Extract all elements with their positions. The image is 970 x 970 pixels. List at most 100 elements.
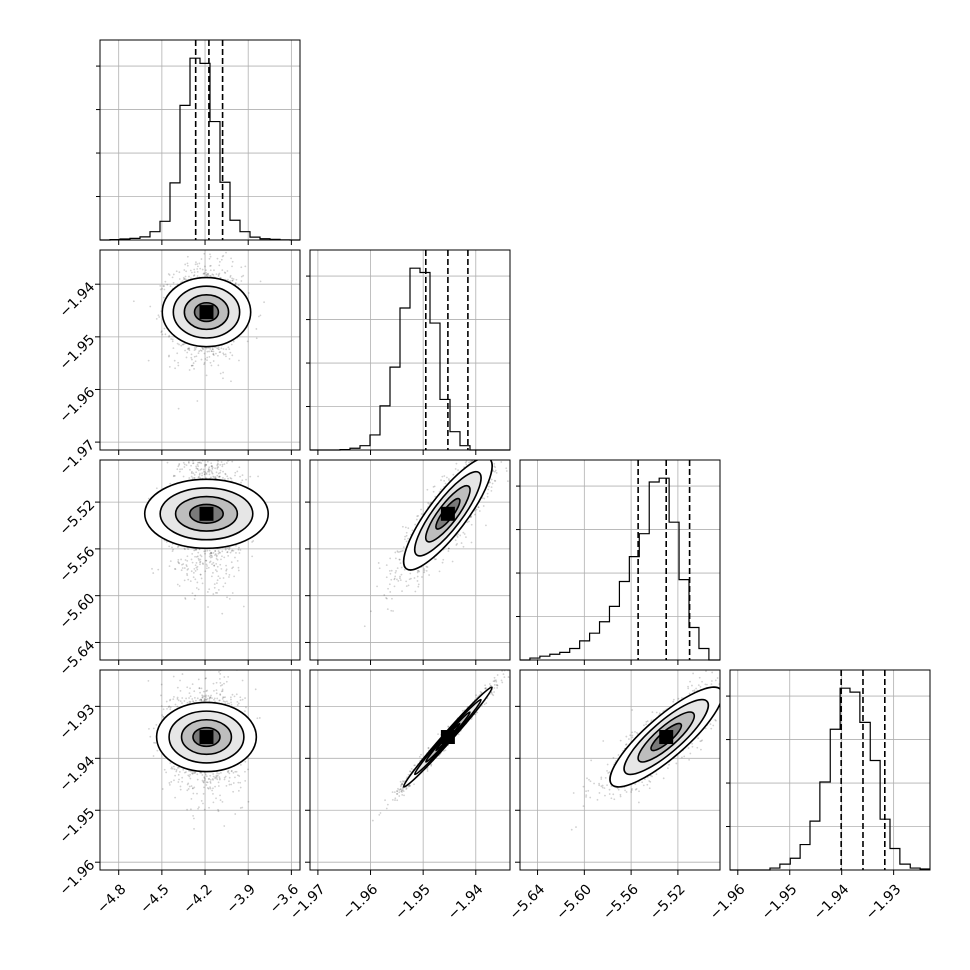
scatter-point bbox=[216, 466, 219, 469]
x-tick-label: −1.94 bbox=[811, 881, 853, 923]
scatter-point bbox=[491, 438, 493, 440]
scatter-point bbox=[234, 474, 236, 477]
scatter-point bbox=[200, 577, 203, 580]
y-tick-label: −5.60 bbox=[57, 591, 99, 633]
scatter-point bbox=[198, 806, 200, 809]
scatter-point bbox=[170, 338, 173, 340]
scatter-point bbox=[188, 347, 191, 349]
scatter-point bbox=[160, 683, 163, 686]
scatter-point bbox=[185, 433, 187, 435]
scatter-point bbox=[169, 706, 172, 709]
scatter-point bbox=[483, 448, 485, 450]
scatter-point bbox=[477, 455, 479, 457]
scatter-point bbox=[212, 354, 215, 357]
scatter-point bbox=[213, 583, 216, 585]
scatter-point bbox=[215, 352, 217, 355]
scatter-point bbox=[215, 689, 218, 692]
scatter-point bbox=[224, 582, 227, 585]
scatter-point bbox=[188, 349, 191, 352]
scatter-point bbox=[386, 608, 389, 610]
scatter-point bbox=[485, 524, 487, 527]
scatter-point bbox=[202, 780, 205, 783]
scatter-point bbox=[203, 699, 206, 702]
scatter-point bbox=[213, 564, 216, 567]
scatter-point bbox=[206, 565, 208, 567]
scatter-point bbox=[207, 468, 210, 471]
scatter-point bbox=[470, 541, 473, 544]
scatter-point bbox=[240, 266, 243, 269]
scatter-point bbox=[185, 697, 187, 700]
scatter-point bbox=[209, 554, 212, 557]
scatter-point bbox=[172, 281, 175, 284]
scatter-point bbox=[198, 262, 201, 265]
scatter-point bbox=[223, 463, 226, 466]
scatter-point bbox=[237, 548, 240, 551]
scatter-point bbox=[423, 569, 426, 572]
scatter-point bbox=[405, 540, 408, 543]
scatter-point bbox=[229, 276, 232, 278]
scatter-point bbox=[481, 497, 484, 499]
scatter-point bbox=[204, 471, 206, 473]
scatter-point bbox=[212, 274, 215, 276]
scatter-point bbox=[226, 770, 229, 773]
scatter-point bbox=[407, 527, 410, 530]
scatter-point bbox=[190, 558, 193, 561]
scatter-point bbox=[160, 331, 163, 334]
scatter-point bbox=[390, 569, 393, 572]
scatter-point bbox=[163, 285, 165, 287]
scatter-point bbox=[163, 288, 166, 291]
scatter-point bbox=[185, 278, 187, 281]
scatter-point bbox=[219, 471, 221, 474]
scatter-point bbox=[416, 571, 419, 574]
scatter-point bbox=[255, 328, 258, 330]
scatter-point bbox=[184, 548, 186, 551]
scatter-point bbox=[197, 469, 200, 472]
scatter-point bbox=[160, 694, 162, 697]
density-panel: −4.8 −4.5 −4.2 −3.9 −3.6−1.96−1.95−1.94−1.93 bbox=[57, 669, 302, 917]
scatter-point bbox=[197, 557, 200, 560]
scatter-point bbox=[185, 451, 187, 453]
scatter-point bbox=[252, 540, 255, 542]
scatter-point bbox=[220, 558, 222, 561]
scatter-point bbox=[454, 539, 457, 542]
scatter-point bbox=[212, 561, 215, 564]
scatter-point bbox=[205, 274, 208, 276]
scatter-point bbox=[241, 474, 244, 477]
scatter-point bbox=[205, 274, 208, 276]
scatter-point bbox=[418, 570, 421, 573]
scatter-point bbox=[184, 597, 187, 599]
scatter-point bbox=[197, 678, 200, 681]
scatter-point bbox=[207, 606, 209, 608]
scatter-point bbox=[172, 273, 175, 276]
scatter-point bbox=[405, 580, 408, 583]
scatter-point bbox=[201, 347, 204, 349]
scatter-point bbox=[165, 540, 168, 543]
scatter-point bbox=[465, 536, 467, 539]
scatter-point bbox=[194, 578, 197, 581]
scatter-point bbox=[214, 776, 217, 779]
scatter-point bbox=[182, 461, 185, 464]
scatter-point bbox=[183, 463, 186, 466]
scatter-point bbox=[177, 781, 180, 783]
scatter-point bbox=[220, 690, 223, 693]
scatter-point bbox=[199, 573, 202, 576]
scatter-point bbox=[206, 356, 209, 359]
scatter-point bbox=[227, 477, 229, 480]
scatter-point bbox=[184, 559, 187, 561]
scatter-point bbox=[186, 789, 189, 792]
scatter-point bbox=[185, 564, 188, 566]
scatter-point bbox=[416, 570, 419, 572]
scatter-point bbox=[240, 275, 243, 278]
scatter-point bbox=[222, 585, 225, 588]
scatter-point bbox=[428, 574, 430, 576]
scatter-point bbox=[231, 549, 234, 552]
scatter-point bbox=[411, 529, 414, 532]
scatter-point bbox=[203, 352, 206, 355]
scatter-point bbox=[216, 579, 219, 582]
scatter-point bbox=[196, 400, 199, 402]
scatter-point bbox=[206, 359, 208, 362]
scatter-point bbox=[205, 473, 208, 475]
scatter-point bbox=[239, 763, 242, 766]
scatter-point bbox=[193, 473, 196, 476]
scatter-point bbox=[207, 420, 209, 422]
